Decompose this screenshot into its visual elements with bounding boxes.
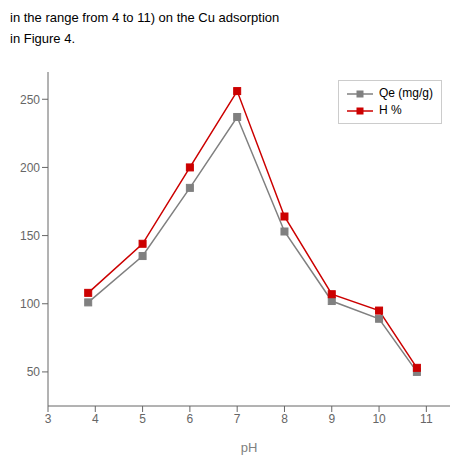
svg-text:150: 150: [20, 229, 40, 243]
svg-text:4: 4: [92, 412, 99, 426]
svg-text:50: 50: [27, 365, 41, 379]
html-text:Qe (mg/g): Qe (mg/g): [379, 86, 433, 100]
html-text:in Figure 4.: in Figure 4.: [10, 31, 75, 46]
svg-text:10: 10: [372, 412, 386, 426]
svg-text:pH: pH: [241, 440, 258, 455]
html-text:H %: H %: [379, 103, 402, 117]
svg-text:9: 9: [328, 412, 335, 426]
svg-text:6: 6: [187, 412, 194, 426]
svg-text:250: 250: [20, 93, 40, 107]
svg-text:8: 8: [281, 412, 288, 426]
svg-text:11: 11: [420, 412, 433, 426]
svg-text:7: 7: [234, 412, 241, 426]
svg-text:100: 100: [20, 297, 40, 311]
html-text:in the range from 4 to 11) on: in the range from 4 to 11) on the Cu ads…: [10, 10, 280, 25]
svg-text:3: 3: [45, 412, 52, 426]
svg-text:5: 5: [139, 412, 146, 426]
svg-text:200: 200: [20, 161, 40, 175]
